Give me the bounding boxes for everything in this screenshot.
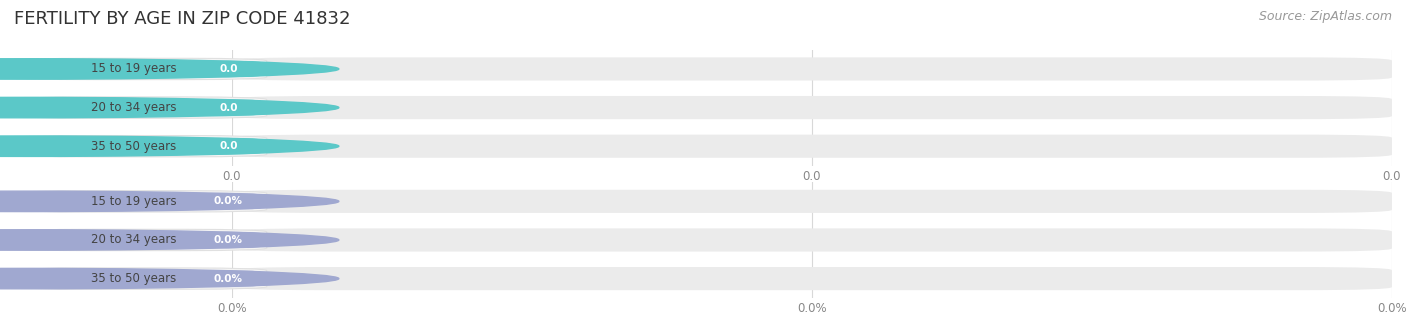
FancyBboxPatch shape — [232, 190, 1392, 213]
FancyBboxPatch shape — [195, 61, 262, 77]
Text: 35 to 50 years: 35 to 50 years — [91, 140, 177, 153]
FancyBboxPatch shape — [232, 57, 1392, 80]
Text: Source: ZipAtlas.com: Source: ZipAtlas.com — [1258, 10, 1392, 23]
Circle shape — [0, 268, 339, 289]
FancyBboxPatch shape — [195, 270, 262, 287]
Text: 0.0: 0.0 — [219, 103, 238, 113]
FancyBboxPatch shape — [14, 229, 267, 251]
Circle shape — [0, 191, 339, 212]
Circle shape — [0, 230, 339, 250]
Circle shape — [0, 59, 339, 79]
FancyBboxPatch shape — [232, 96, 1392, 119]
Text: 0.0%: 0.0% — [214, 274, 243, 284]
FancyBboxPatch shape — [232, 228, 1392, 252]
Circle shape — [0, 97, 339, 118]
Text: 0.0: 0.0 — [219, 64, 238, 74]
FancyBboxPatch shape — [232, 135, 1392, 158]
Text: 15 to 19 years: 15 to 19 years — [91, 63, 177, 75]
FancyBboxPatch shape — [195, 138, 262, 155]
Text: FERTILITY BY AGE IN ZIP CODE 41832: FERTILITY BY AGE IN ZIP CODE 41832 — [14, 10, 350, 28]
Text: 0.0%: 0.0% — [214, 235, 243, 245]
Circle shape — [0, 136, 339, 157]
FancyBboxPatch shape — [14, 58, 267, 80]
Text: 0.0: 0.0 — [219, 141, 238, 151]
FancyBboxPatch shape — [14, 191, 267, 212]
FancyBboxPatch shape — [14, 97, 267, 118]
Text: 15 to 19 years: 15 to 19 years — [91, 195, 177, 208]
FancyBboxPatch shape — [232, 267, 1392, 290]
Text: 20 to 34 years: 20 to 34 years — [91, 101, 177, 114]
Text: 0.0%: 0.0% — [214, 196, 243, 206]
FancyBboxPatch shape — [195, 231, 262, 249]
FancyBboxPatch shape — [14, 135, 267, 157]
Text: 35 to 50 years: 35 to 50 years — [91, 272, 177, 285]
FancyBboxPatch shape — [195, 193, 262, 210]
Text: 20 to 34 years: 20 to 34 years — [91, 233, 177, 247]
FancyBboxPatch shape — [195, 99, 262, 116]
FancyBboxPatch shape — [14, 268, 267, 289]
